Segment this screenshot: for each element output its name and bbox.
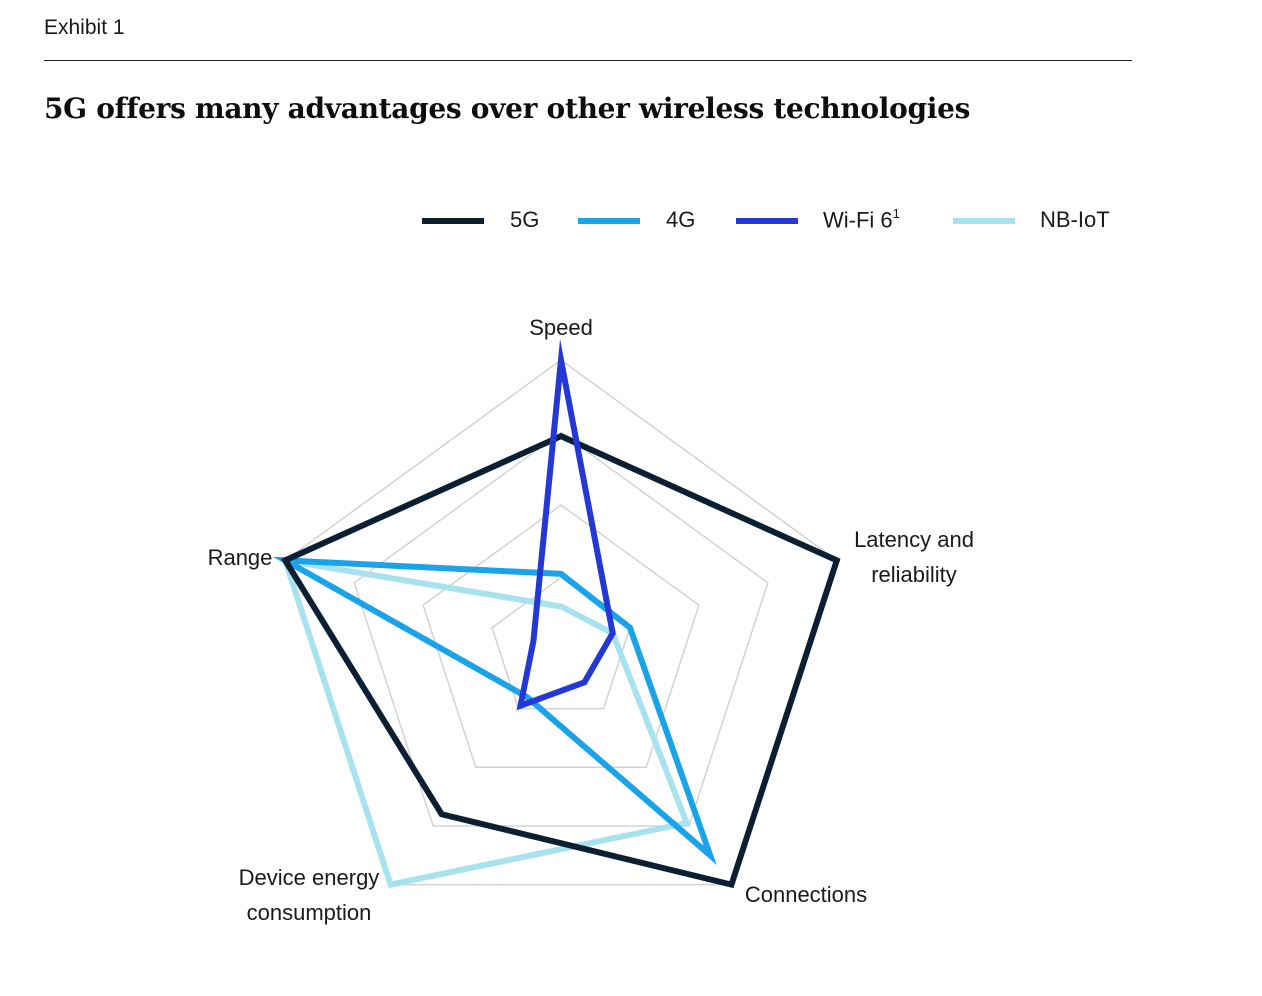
series-line-5g <box>280 432 841 889</box>
legend-swatch-wifi6 <box>736 218 798 224</box>
series-line-nbiot <box>280 556 691 889</box>
legend-footnote-marker: 1 <box>892 206 900 221</box>
series-line-4g <box>272 556 717 865</box>
legend-swatch-nbiot <box>953 218 1015 224</box>
axis-label-range: Range <box>208 545 273 570</box>
axis-label-line: Device energy <box>239 865 380 890</box>
grid-ring-4 <box>284 359 838 886</box>
legend-label-wifi6: Wi-Fi 61 <box>823 206 900 233</box>
grid-ring-3 <box>353 431 769 827</box>
axis-label-connections: Connections <box>745 882 867 907</box>
axis-label-line: consumption <box>247 900 372 925</box>
axis-label-device-energy-consumption: Device energy consumption <box>239 865 380 925</box>
exhibit-label: Exhibit 1 <box>44 16 125 39</box>
legend-label-wifi6-text: Wi-Fi 6 <box>823 207 893 233</box>
legend-swatch-5g <box>422 218 484 224</box>
legend-label-4g: 4G <box>666 207 696 232</box>
header-divider <box>44 60 1132 61</box>
chart-legend: 5G 4G Wi-Fi 61 NB-IoT <box>0 200 1262 240</box>
axis-label-latency-reliability: Latency and reliability <box>854 527 974 587</box>
series-line-wifi6 <box>516 338 616 711</box>
legend-label-5g: 5G <box>510 207 540 232</box>
axis-label-line: reliability <box>871 562 957 587</box>
axis-label-line: Speed <box>529 315 593 340</box>
legend-swatch-4g <box>578 218 640 224</box>
legend-label-nbiot: NB-IoT <box>1040 207 1110 232</box>
axis-label-line: Connections <box>745 882 867 907</box>
axis-label-line: Latency and <box>854 527 974 552</box>
axis-label-line: Range <box>208 545 273 570</box>
chart-title: 5G offers many advantages over other wir… <box>44 92 971 125</box>
axis-label-speed: Speed <box>529 315 593 340</box>
